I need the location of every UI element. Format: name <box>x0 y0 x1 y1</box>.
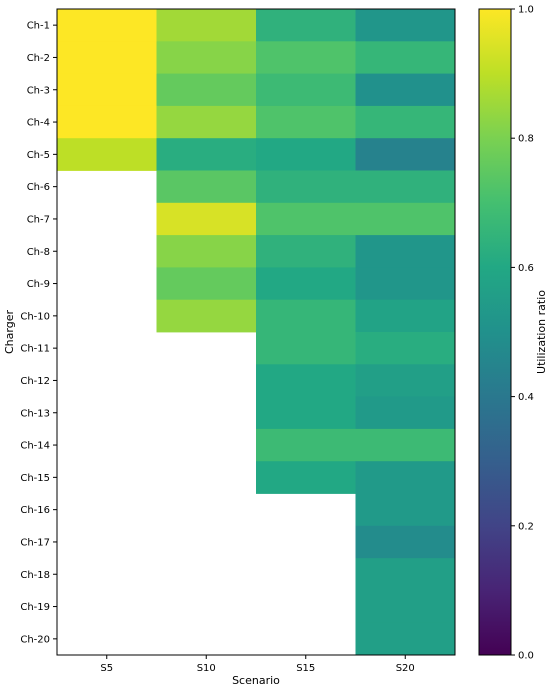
heatmap-cell <box>57 138 157 171</box>
heatmap-cell <box>355 428 456 462</box>
heatmap-cell <box>355 105 456 139</box>
plot-frame <box>56 8 456 656</box>
heatmap-cell <box>57 9 157 42</box>
y-tick-label: Ch-5 <box>27 150 50 161</box>
heatmap-cell <box>355 622 456 656</box>
y-tick-label: Ch-3 <box>27 85 50 96</box>
colorbar-ticks: 0.0 0.2 0.4 0.6 0.8 1.0 <box>511 5 534 662</box>
colorbar-tick-label: 0.4 <box>518 392 534 403</box>
heatmap-cell <box>256 428 356 462</box>
heatmap-cell <box>355 73 456 107</box>
y-tick-label: Ch-8 <box>27 247 50 258</box>
y-axis-label: Charger <box>3 310 16 354</box>
y-tick-label: Ch-6 <box>27 182 50 193</box>
heatmap-cell <box>57 105 157 139</box>
x-tick-label: S10 <box>197 663 216 674</box>
heatmap-cell <box>256 235 356 268</box>
colorbar-tick-label: 0.2 <box>518 521 534 532</box>
heatmap-cell <box>355 41 456 74</box>
heatmap-cell <box>156 299 257 333</box>
x-tick-label: S15 <box>296 663 315 674</box>
heatmap-cell <box>256 9 356 42</box>
colorbar-label: Utilization ratio <box>535 290 548 374</box>
heatmap-cell <box>256 299 356 333</box>
heatmap-cell <box>156 41 257 74</box>
heatmap-cell <box>156 235 257 268</box>
colorbar <box>478 8 512 656</box>
y-tick-label: Ch-13 <box>20 408 50 419</box>
colorbar-tick-label: 1.0 <box>518 5 534 16</box>
y-tick-label: Ch-19 <box>20 602 50 613</box>
colorbar-tick-label: 0.8 <box>518 134 534 145</box>
y-tick-label: Ch-10 <box>20 311 50 322</box>
heatmap-cell <box>57 41 157 74</box>
heatmap-cell <box>156 202 257 236</box>
x-axis-label: Scenario <box>232 674 280 687</box>
heatmap-cell <box>256 105 356 139</box>
heatmap-cell <box>256 267 356 301</box>
y-tick-label: Ch-4 <box>27 118 50 129</box>
y-tick-label: Ch-20 <box>20 634 50 645</box>
heatmap-cell <box>156 138 257 171</box>
y-tick-label: Ch-11 <box>20 344 50 355</box>
heatmap-cell <box>355 332 456 365</box>
heatmap-cell <box>355 396 456 430</box>
heatmap-cell <box>156 105 257 139</box>
heatmap-cell <box>57 73 157 107</box>
heatmap-cell <box>156 170 257 204</box>
y-tick-label: Ch-1 <box>27 21 50 32</box>
colorbar-tick-label: 0.6 <box>518 263 534 274</box>
heatmap-cell <box>256 332 356 365</box>
heatmap-cell <box>355 267 456 301</box>
y-tick-label: Ch-7 <box>27 214 50 225</box>
heatmap-cell <box>256 41 356 74</box>
heatmap-cell <box>355 202 456 236</box>
heatmap-cell <box>355 138 456 171</box>
y-tick-label: Ch-17 <box>20 537 50 548</box>
y-tick-label: Ch-9 <box>27 279 50 290</box>
heatmap-cell <box>256 170 356 204</box>
heatmap-cell <box>256 73 356 107</box>
heatmap-cells <box>57 9 456 656</box>
heatmap-cell <box>256 396 356 430</box>
heatmap-cell <box>355 525 456 559</box>
heatmap-cell <box>355 9 456 42</box>
heatmap-cell <box>256 202 356 236</box>
heatmap-cell <box>156 73 257 107</box>
x-axis-ticks: S5 S10 S15 S20 <box>100 655 415 674</box>
x-tick-label: S5 <box>100 663 113 674</box>
heatmap-cell <box>355 235 456 268</box>
x-tick-label: S20 <box>396 663 415 674</box>
heatmap-cell <box>156 267 257 301</box>
heatmap-cell <box>355 170 456 204</box>
heatmap-cell <box>355 493 456 527</box>
y-tick-label: Ch-16 <box>20 505 50 516</box>
heatmap-cell <box>355 364 456 397</box>
heatmap-cell <box>156 9 257 42</box>
y-tick-label: Ch-14 <box>20 441 50 452</box>
y-tick-label: Ch-15 <box>20 473 50 484</box>
heatmap-cell <box>256 461 356 494</box>
y-tick-label: Ch-2 <box>27 53 50 64</box>
heatmap-cell <box>355 461 456 494</box>
y-tick-label: Ch-12 <box>20 376 50 387</box>
y-axis-ticks: Ch-1 Ch-2 Ch-3 Ch-4 Ch-5 Ch-6 Ch-7 Ch-8 Ch-9 Ch-1… <box>20 21 57 645</box>
heatmap-cell <box>355 299 456 333</box>
heatmap-cell <box>355 590 456 624</box>
colorbar-tick-label: 0.0 <box>518 651 534 662</box>
heatmap-cell <box>256 138 356 171</box>
heatmap-cell <box>256 364 356 397</box>
heatmap-cell <box>355 558 456 591</box>
y-tick-label: Ch-18 <box>20 570 50 581</box>
